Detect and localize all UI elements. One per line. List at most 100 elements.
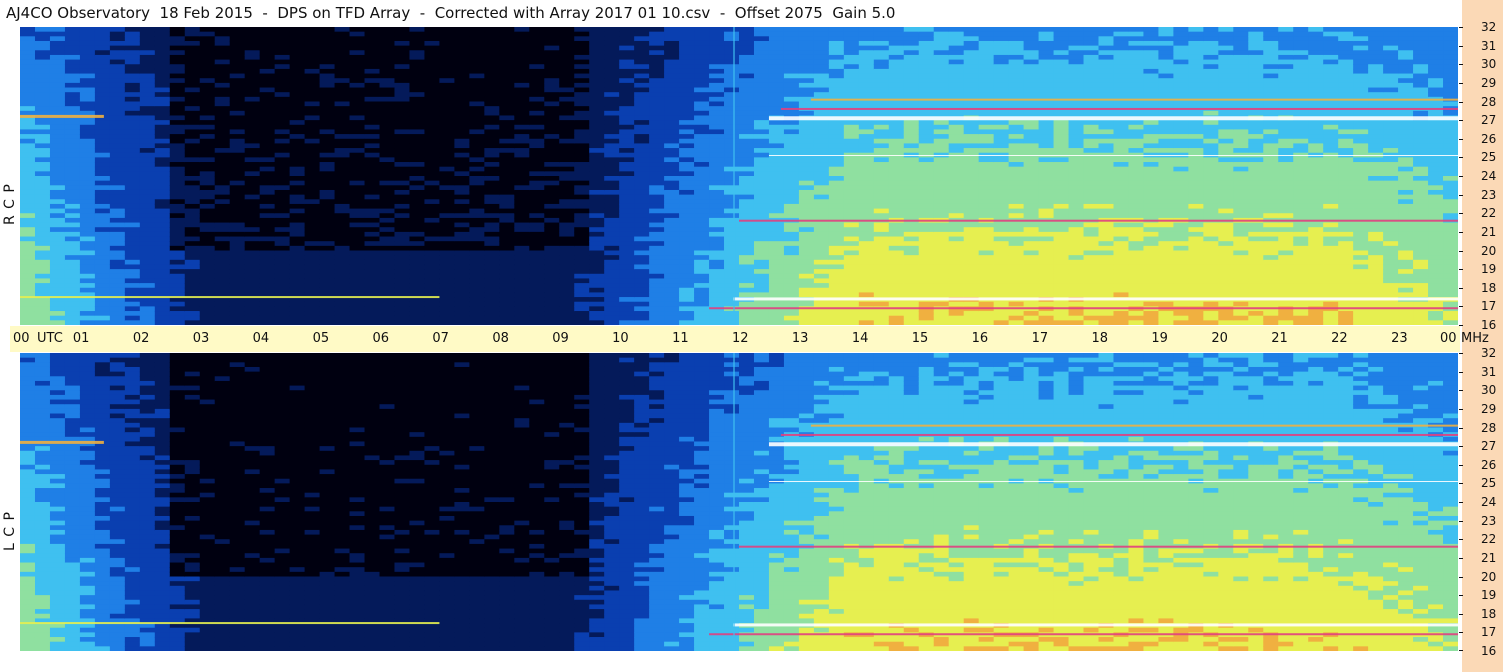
- spectrogram-cell: [559, 287, 575, 294]
- spectrogram-cell: [469, 143, 485, 149]
- spectrogram-cell: [978, 208, 995, 214]
- spectrogram-cell: [813, 213, 830, 219]
- spectrogram-cell: [304, 278, 321, 284]
- spectrogram-cell: [798, 199, 815, 205]
- spectrogram-cell: [1008, 199, 1025, 205]
- spectrogram-cell: [139, 250, 156, 256]
- spectrogram-cell: [1053, 101, 1070, 107]
- spectrogram-cell: [933, 278, 950, 284]
- spectrogram-cell: [514, 231, 530, 238]
- spectrogram-cell: [1128, 180, 1145, 186]
- spectrogram-cell: [499, 59, 515, 65]
- spectrogram-cell: [679, 245, 695, 252]
- spectrogram-cell: [679, 27, 695, 33]
- spectrogram-cell: [274, 120, 291, 126]
- spectrogram-cell: [619, 101, 635, 107]
- spectrogram-cell: [109, 176, 126, 182]
- spectrogram-cell: [79, 138, 96, 145]
- spectrogram-cell: [1008, 54, 1025, 61]
- spectrogram-cell: [514, 96, 530, 103]
- spectrogram-cell: [154, 31, 171, 37]
- spectrogram-cell: [1038, 180, 1055, 186]
- spectrogram-cell: [229, 36, 246, 42]
- spectrogram-cell: [184, 315, 201, 321]
- spectrogram-cell: [499, 306, 515, 312]
- spectrogram-cell: [109, 185, 126, 191]
- spectrogram-cell: [679, 320, 695, 325]
- spectrogram-cell: [469, 134, 485, 140]
- spectrogram-cell: [214, 311, 231, 317]
- spectrogram-cell: [79, 36, 96, 42]
- spectrogram-cell: [1053, 231, 1070, 238]
- spectrogram-cell: [94, 36, 111, 42]
- spectrogram-cell: [199, 208, 216, 214]
- spectrogram-cell: [169, 101, 186, 107]
- spectrogram-cell: [649, 213, 665, 219]
- spectrogram-cell: [963, 176, 980, 182]
- spectrogram-cell: [244, 31, 261, 37]
- spectrogram-cell: [364, 96, 381, 103]
- spectrogram-cell: [604, 227, 620, 233]
- spectrogram-cell: [828, 120, 845, 126]
- spectrogram-cell: [589, 311, 605, 317]
- spectrogram-cell: [424, 194, 441, 200]
- spectrogram-cell: [1173, 157, 1189, 163]
- spectrogram-cell: [139, 40, 156, 47]
- spectrogram-cell: [364, 36, 381, 42]
- spectrogram-cell: [978, 68, 995, 75]
- spectrogram-cell: [724, 231, 740, 238]
- spectrogram-cell: [514, 241, 530, 247]
- spectrogram-cell: [798, 31, 815, 37]
- spectrogram-cell: [963, 157, 980, 163]
- spectrogram-cell: [334, 73, 351, 79]
- spectrogram-cell: [544, 45, 560, 51]
- spectrogram-cell: [783, 73, 800, 79]
- spectrogram-cell: [304, 78, 321, 84]
- spectrogram-cell: [753, 227, 770, 233]
- spectrogram-cell: [1053, 45, 1070, 51]
- spectrogram-cell: [244, 134, 261, 140]
- spectrogram-cell: [768, 199, 785, 205]
- spectrogram-cell: [679, 297, 695, 303]
- spectrogram-cell: [64, 255, 81, 261]
- spectrogram-cell: [1113, 311, 1130, 317]
- spectrogram-cell: [214, 27, 231, 33]
- spectrogram-cell: [768, 176, 785, 182]
- spectrogram-cell: [589, 101, 605, 107]
- spectrogram-cell: [124, 124, 141, 131]
- spectrogram-cell: [64, 106, 81, 112]
- spectrogram-cell: [1083, 148, 1100, 154]
- spectrogram-cell: [379, 129, 396, 135]
- spectrogram-cell: [289, 180, 306, 186]
- spectrogram-cell: [1113, 50, 1130, 56]
- spectrogram-cell: [679, 273, 695, 280]
- spectrogram-cell: [1143, 166, 1160, 172]
- spectrogram-cell: [259, 138, 276, 145]
- spectrogram-cell: [843, 213, 860, 219]
- spectrogram-cell: [454, 148, 470, 154]
- spectrogram-cell: [753, 245, 770, 252]
- spectrogram-cell: [798, 301, 815, 307]
- spectrogram-cell: [1083, 250, 1100, 256]
- spectrogram-cell: [1053, 208, 1070, 214]
- spectrogram-cell: [978, 78, 995, 84]
- spectrogram-cell: [574, 148, 590, 154]
- spectrogram-cell: [484, 73, 500, 79]
- spectrogram-cell: [289, 115, 306, 121]
- spectrogram-cell: [49, 241, 66, 247]
- spectrogram-cell: [334, 148, 351, 154]
- spectrogram-cell: [783, 231, 800, 238]
- spectrogram-cell: [244, 54, 261, 61]
- spectrogram-cell: [484, 311, 500, 317]
- spectrogram-cell: [319, 306, 336, 312]
- spectrogram-cell: [903, 92, 920, 98]
- spectrogram-cell: [289, 264, 306, 270]
- spectrogram-cell: [963, 134, 980, 140]
- spectrogram-cell: [873, 176, 890, 182]
- spectrogram-cell: [154, 217, 171, 224]
- spectrogram-cell: [319, 92, 336, 98]
- spectrogram-cell: [858, 27, 875, 33]
- spectrogram-cell: [1008, 311, 1025, 317]
- spectrogram-cell: [843, 171, 860, 177]
- spectrogram-cell: [199, 278, 216, 284]
